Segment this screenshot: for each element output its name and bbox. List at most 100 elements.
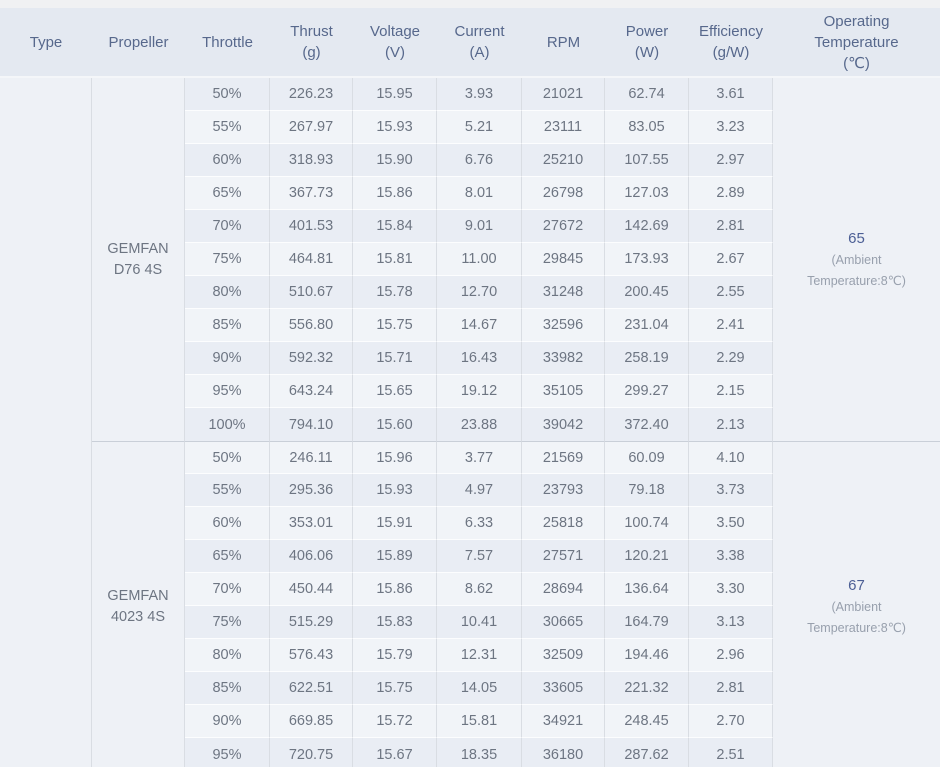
- table-row: 95% 643.24 15.65 19.12 35105 299.27 2.15: [0, 375, 940, 408]
- table-row: 70% 401.53 15.84 9.01 27672 142.69 2.81: [0, 210, 940, 243]
- rpm-cell: 28694: [522, 573, 605, 606]
- current-cell: 6.76: [437, 144, 522, 177]
- power-cell: 83.05: [605, 111, 689, 144]
- efficiency-cell: 3.23: [689, 111, 773, 144]
- spec-table: Type Propeller Throttle Thrust (g) Volta…: [0, 8, 940, 767]
- power-cell: 100.74: [605, 507, 689, 540]
- efficiency-cell: 2.96: [689, 639, 773, 672]
- power-cell: 142.69: [605, 210, 689, 243]
- voltage-cell: 15.89: [353, 540, 437, 573]
- voltage-cell: 15.95: [353, 78, 437, 111]
- efficiency-cell: 3.38: [689, 540, 773, 573]
- current-cell: 12.70: [437, 276, 522, 309]
- rpm-cell: 36180: [522, 738, 605, 767]
- thrust-cell: 406.06: [270, 540, 353, 573]
- voltage-cell: 15.90: [353, 144, 437, 177]
- ambient-temperature-note: (Ambient Temperature:8℃): [807, 252, 906, 288]
- thrust-cell: 515.29: [270, 606, 353, 639]
- header-row: Type Propeller Throttle Thrust (g) Volta…: [0, 8, 940, 78]
- throttle-cell: 95%: [185, 738, 270, 767]
- power-cell: 60.09: [605, 441, 689, 474]
- power-cell: 136.64: [605, 573, 689, 606]
- thrust-cell: 353.01: [270, 507, 353, 540]
- efficiency-cell: 2.55: [689, 276, 773, 309]
- efficiency-cell: 3.50: [689, 507, 773, 540]
- efficiency-cell: 3.13: [689, 606, 773, 639]
- current-cell: 3.77: [437, 441, 522, 474]
- rpm-cell: 27672: [522, 210, 605, 243]
- temperature-value: 65: [848, 229, 865, 247]
- throttle-cell: 80%: [185, 276, 270, 309]
- voltage-cell: 15.79: [353, 639, 437, 672]
- efficiency-cell: 2.51: [689, 738, 773, 767]
- throttle-cell: 90%: [185, 705, 270, 738]
- thrust-cell: 592.32: [270, 342, 353, 375]
- thrust-cell: 556.80: [270, 309, 353, 342]
- throttle-cell: 60%: [185, 144, 270, 177]
- voltage-cell: 15.83: [353, 606, 437, 639]
- power-cell: 287.62: [605, 738, 689, 767]
- voltage-cell: 15.81: [353, 243, 437, 276]
- efficiency-cell: 2.15: [689, 375, 773, 408]
- voltage-cell: 15.60: [353, 408, 437, 441]
- power-cell: 173.93: [605, 243, 689, 276]
- thrust-cell: 643.24: [270, 375, 353, 408]
- rpm-cell: 35105: [522, 375, 605, 408]
- rpm-cell: 23793: [522, 474, 605, 507]
- table-row: 85% 622.51 15.75 14.05 33605 221.32 2.81: [0, 672, 940, 705]
- current-cell: 5.21: [437, 111, 522, 144]
- throttle-cell: 95%: [185, 375, 270, 408]
- rpm-cell: 21569: [522, 441, 605, 474]
- rpm-cell: 30665: [522, 606, 605, 639]
- throttle-cell: 50%: [185, 78, 270, 111]
- efficiency-cell: 3.30: [689, 573, 773, 606]
- efficiency-cell: 2.81: [689, 210, 773, 243]
- throttle-cell: 60%: [185, 507, 270, 540]
- table-row: 90% 592.32 15.71 16.43 33982 258.19 2.29: [0, 342, 940, 375]
- table-row: 60% 353.01 15.91 6.33 25818 100.74 3.50: [0, 507, 940, 540]
- voltage-cell: 15.67: [353, 738, 437, 767]
- efficiency-cell: 2.89: [689, 177, 773, 210]
- rpm-cell: 23111: [522, 111, 605, 144]
- efficiency-cell: 3.61: [689, 78, 773, 111]
- power-cell: 372.40: [605, 408, 689, 441]
- throttle-cell: 85%: [185, 672, 270, 705]
- current-cell: 6.33: [437, 507, 522, 540]
- voltage-cell: 15.65: [353, 375, 437, 408]
- table-row: 60% 318.93 15.90 6.76 25210 107.55 2.97: [0, 144, 940, 177]
- throttle-cell: 65%: [185, 540, 270, 573]
- header-cell-throttle: Throttle: [185, 8, 270, 78]
- efficiency-cell: 3.73: [689, 474, 773, 507]
- propeller-cell: GEMFAN D76 4S: [92, 78, 185, 441]
- current-cell: 3.93: [437, 78, 522, 111]
- throttle-cell: 85%: [185, 309, 270, 342]
- throttle-cell: 75%: [185, 243, 270, 276]
- current-cell: 10.41: [437, 606, 522, 639]
- voltage-cell: 15.93: [353, 111, 437, 144]
- power-cell: 127.03: [605, 177, 689, 210]
- rpm-cell: 39042: [522, 408, 605, 441]
- table-row: 75% 515.29 15.83 10.41 30665 164.79 3.13: [0, 606, 940, 639]
- header-cell-voltage: Voltage (V): [353, 8, 437, 78]
- current-cell: 8.62: [437, 573, 522, 606]
- power-cell: 62.74: [605, 78, 689, 111]
- current-cell: 7.57: [437, 540, 522, 573]
- current-cell: 4.97: [437, 474, 522, 507]
- efficiency-cell: 2.41: [689, 309, 773, 342]
- header-cell-power: Power (W): [605, 8, 689, 78]
- power-cell: 107.55: [605, 144, 689, 177]
- power-cell: 258.19: [605, 342, 689, 375]
- thrust-cell: 246.11: [270, 441, 353, 474]
- thrust-cell: 367.73: [270, 177, 353, 210]
- ambient-temperature-note: (Ambient Temperature:8℃): [807, 599, 906, 635]
- header-cell-rpm: RPM: [522, 8, 605, 78]
- table-row: 55% 295.36 15.93 4.97 23793 79.18 3.73: [0, 474, 940, 507]
- rpm-cell: 33982: [522, 342, 605, 375]
- throttle-cell: 65%: [185, 177, 270, 210]
- operating-temperature-cell: 65 (Ambient Temperature:8℃): [773, 78, 940, 441]
- current-cell: 11.00: [437, 243, 522, 276]
- rpm-cell: 25818: [522, 507, 605, 540]
- current-cell: 12.31: [437, 639, 522, 672]
- current-cell: 14.05: [437, 672, 522, 705]
